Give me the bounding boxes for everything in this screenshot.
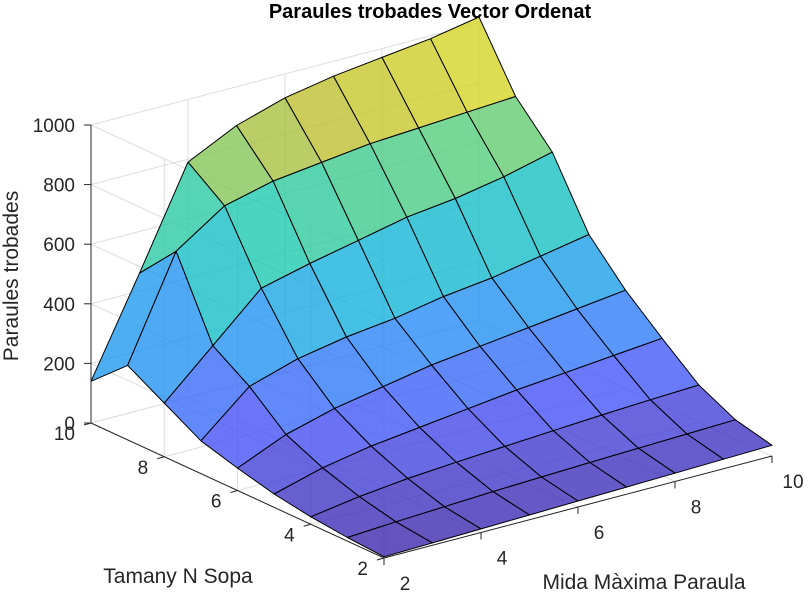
y-tick-label: 2: [357, 559, 368, 580]
y-axis-label: Tamany N Sopa: [103, 565, 253, 588]
z-tick-label: 200: [43, 354, 75, 375]
z-tick-label: 800: [43, 176, 75, 197]
x-axis-label: Mida Màxima Paraula: [542, 571, 745, 593]
y-tick-label: 10: [54, 424, 75, 445]
z-tick-label: 600: [43, 235, 75, 256]
y-tick-label: 4: [284, 525, 295, 546]
chart-title: Paraules trobades Vector Ordenat: [269, 1, 592, 23]
z-tick-label: 0: [64, 414, 75, 435]
x-tick-label: 2: [400, 574, 411, 593]
z-tick-label: 400: [43, 295, 75, 316]
y-tick-label: 8: [138, 458, 149, 479]
y-tick-mark: [376, 557, 385, 561]
surface-patch: [346, 521, 433, 558]
x-tick-label: 10: [782, 472, 803, 493]
z-axis-label: Paraules trobades: [0, 191, 23, 361]
x-tick-label: 4: [497, 549, 508, 570]
surface-layer: [90, 16, 773, 558]
y-tick-label: 6: [211, 492, 222, 513]
grid-line: [90, 22, 480, 126]
y-tick-mark: [157, 456, 165, 460]
y-tick-mark: [230, 490, 238, 493]
x-tick-label: 6: [594, 523, 605, 544]
x-tick-label: 8: [691, 498, 702, 519]
y-tick-mark: [303, 523, 311, 527]
z-tick-label: 1000: [33, 116, 75, 137]
